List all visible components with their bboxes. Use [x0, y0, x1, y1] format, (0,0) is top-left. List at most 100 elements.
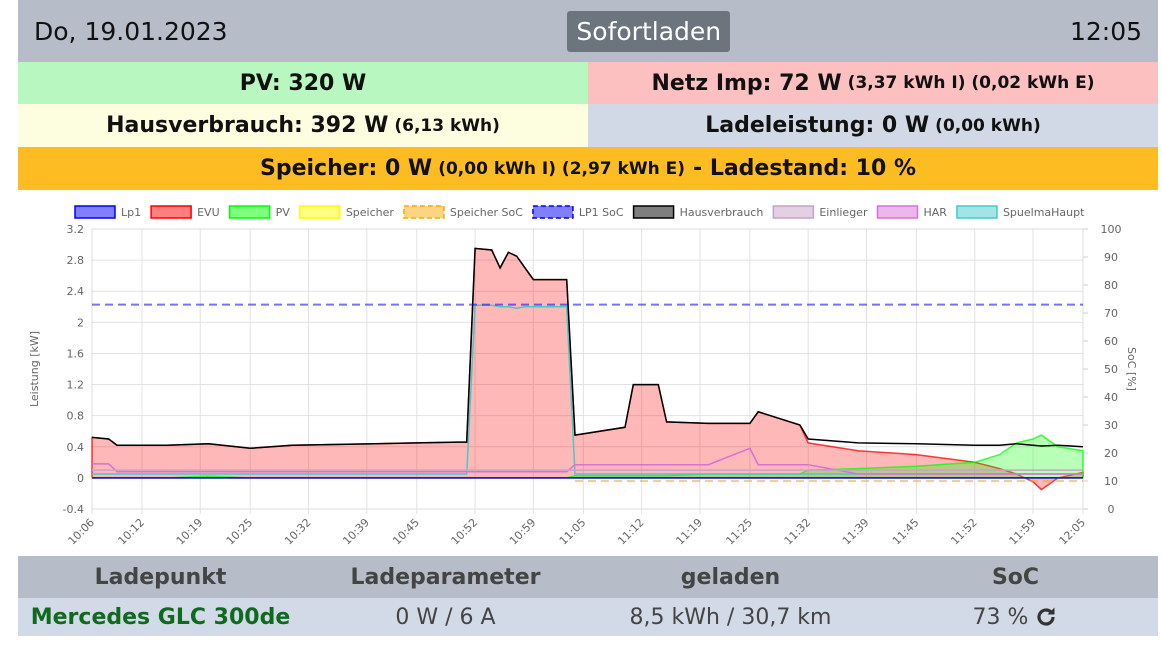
legend-swatch: [403, 205, 445, 219]
y-tick-label: 1.2: [67, 379, 85, 392]
column-header: Ladepunkt: [94, 564, 227, 590]
legend-swatch: [299, 205, 341, 219]
status-row: Hausverbrauch: 392 W (6,13 kWh) Ladeleist…: [18, 104, 1158, 147]
status-row: PV: 320 W Netz Imp: 72 W (3,37 kWh I) (0,…: [18, 62, 1158, 104]
x-tick-label: 11:12: [615, 516, 647, 548]
y-tick-label: 0.8: [67, 410, 85, 423]
y2-tick-label: 30: [1104, 419, 1118, 432]
pv: PV: 320 W: [239, 70, 367, 96]
column-header: Ladeparameter: [350, 564, 541, 590]
y2-tick-label: 100: [1101, 223, 1122, 236]
y2-tick-label: 80: [1104, 279, 1118, 292]
table-row: Mercedes GLC 300de 0 W / 6 A 8,5 kWh / 3…: [18, 598, 1158, 636]
storage-soc: - Ladestand: 10 %: [693, 156, 916, 181]
x-tick-label: 11:19: [673, 516, 705, 548]
time: 12:05: [1069, 16, 1142, 46]
legend-label: Einlieger: [819, 206, 868, 219]
y2-tick-label: 0: [1108, 503, 1115, 516]
column-header: SoC: [991, 564, 1040, 590]
legend-label: Hausverbrauch: [680, 206, 764, 219]
x-tick-label: 11:52: [948, 516, 980, 548]
area: [91, 247, 1084, 491]
line: [91, 247, 1084, 450]
house-cell: Hausverbrauch: 392 W (6,13 kWh): [18, 104, 588, 147]
status-row: Speicher: 0 W (0,00 kWh I) (2,97 kWh E) - …: [18, 147, 1158, 190]
legend-label: Lp1: [121, 206, 141, 219]
house: Hausverbrauch: 392 W: [106, 113, 389, 138]
x-tick-label: 11:05: [557, 516, 589, 548]
x-tick-label: 11:39: [840, 516, 872, 548]
legend-swatch: [532, 205, 574, 219]
legend-label: SpuelmaHaupt: [1003, 206, 1085, 219]
x-tick-label: 10:25: [224, 516, 256, 548]
legend-swatch: [956, 205, 998, 219]
plot-frame: [91, 228, 1084, 510]
x-tick-label: 10:45: [390, 516, 422, 548]
chart: Leistung [kW] SoC [%] -0.4 0 0.4 0.8 1.2 1.6 2…: [28, 205, 1138, 548]
y2-tick-label: 10: [1104, 475, 1118, 488]
legend-swatch: [228, 205, 271, 219]
legend-swatch: [772, 205, 815, 219]
mode-button[interactable]: Sofortladen: [567, 10, 731, 52]
x-tick-label: 10:32: [282, 516, 314, 548]
y-tick-label: 1.6: [67, 347, 85, 360]
y2-tick-label: 40: [1104, 391, 1118, 404]
y2-tick-label: 90: [1104, 251, 1118, 264]
x-tick-label: 10:52: [449, 516, 481, 548]
y-tick-label: 2.4: [67, 285, 85, 298]
legend-label: Speicher: [346, 206, 395, 219]
pv-cell: PV: 320 W: [18, 62, 588, 104]
y-tick-label: 2.8: [67, 254, 85, 267]
column-header: geladen: [680, 564, 781, 590]
soc: 73 %: [972, 604, 1029, 630]
x-tick-label: 10:39: [340, 516, 372, 548]
charge-cell: Ladeleistung: 0 W (0,00 kWh): [588, 104, 1158, 147]
x-tick-label: 10:06: [66, 516, 98, 548]
y2-axis-label: SoC [%]: [1125, 347, 1138, 391]
legend-label: EVU: [197, 206, 220, 219]
charge-detail: (0,00 kWh): [935, 115, 1041, 136]
x-tick-label: 11:45: [890, 516, 922, 548]
y-axis-label: Leistung [kW]: [28, 331, 41, 407]
y2-tick-label: 20: [1104, 447, 1118, 460]
legend-swatch: [632, 205, 675, 219]
x-tick-label: 11:59: [1007, 516, 1039, 548]
y2-tick-label: 50: [1104, 363, 1118, 376]
date: Do, 19.01.2023: [34, 16, 228, 46]
x-tick-label: 12:05: [1057, 516, 1089, 548]
top-bar: Do, 19.01.2023 Sofortladen 12:05: [18, 0, 1158, 62]
grid: Netz Imp: 72 W: [651, 70, 842, 96]
house-detail: (6,13 kWh): [394, 115, 500, 136]
legend-swatch: [74, 205, 116, 219]
grid-cell: Netz Imp: 72 W (3,37 kWh I) (0,02 kWh E): [588, 62, 1158, 104]
y-tick-label: 0: [77, 472, 84, 485]
x-tick-label: 11:25: [723, 516, 755, 548]
grid-detail: (3,37 kWh I) (0,02 kWh E): [847, 73, 1095, 93]
legend-label: LP1 SoC: [579, 206, 624, 219]
legend-swatch: [876, 205, 919, 219]
legend-label: PV: [276, 206, 291, 219]
refresh-icon[interactable]: [1034, 605, 1058, 629]
vehicle-name[interactable]: Mercedes GLC 300de: [30, 604, 291, 630]
y-tick-label: -0.4: [63, 503, 84, 516]
y-tick-label: 2: [77, 316, 84, 329]
y-tick-label: 0.4: [67, 441, 85, 454]
storage-detail: (0,00 kWh I) (2,97 kWh E): [438, 158, 686, 179]
soc-cell: 73 %: [873, 598, 1158, 636]
legend-label: Speicher SoC: [450, 206, 523, 219]
x-tick-label: 10:12: [115, 516, 147, 548]
y2-tick-label: 60: [1104, 335, 1118, 348]
y2-tick-label: 70: [1104, 307, 1118, 320]
y-tick-label: 3.2: [67, 223, 85, 236]
charge: Ladeleistung: 0 W: [705, 113, 930, 138]
storage: Speicher: 0 W: [259, 156, 433, 181]
legend-label: HAR: [923, 206, 947, 219]
charged: 8,5 kWh / 30,7 km: [629, 604, 832, 630]
table-header: Ladepunkt Ladeparameter geladen SoC: [18, 556, 1158, 598]
x-tick-label: 10:59: [507, 516, 539, 548]
x-tick-label: 11:32: [782, 516, 814, 548]
line: [92, 447, 1083, 475]
storage-cell: Speicher: 0 W (0,00 kWh I) (2,97 kWh E) - …: [18, 147, 1158, 190]
legend-swatch: [150, 205, 192, 219]
